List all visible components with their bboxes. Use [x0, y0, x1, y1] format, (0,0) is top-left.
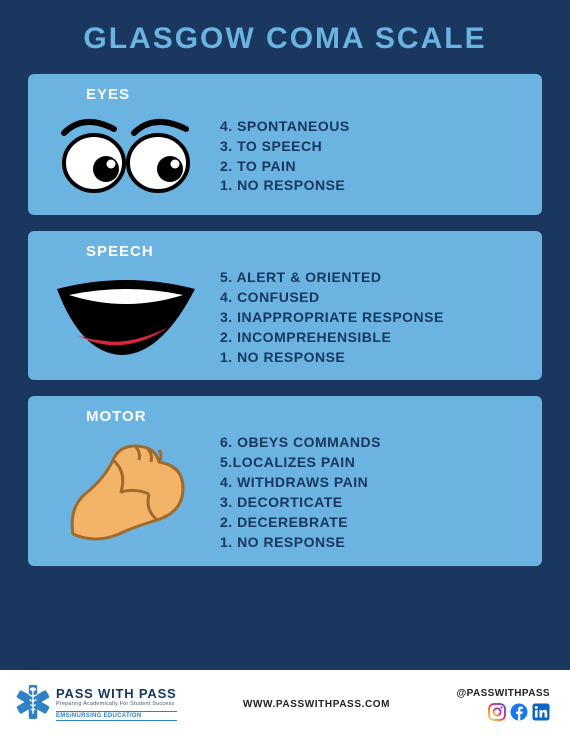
section-label-eyes: EYES	[86, 86, 524, 103]
list-item: 4. SPONTANEOUS	[220, 117, 524, 136]
mouth-icon	[46, 277, 206, 357]
list-item: 1. NO RESPONSE	[220, 176, 524, 195]
list-item: 3. DECORTICATE	[220, 493, 524, 512]
list-item: 5.LOCALIZES PAIN	[220, 453, 524, 472]
infographic-page: GLASGOW COMA SCALE EYES 4. SPONTANEOUS3.…	[0, 0, 570, 738]
brand-tagline: Preparing Academically For Student Succe…	[56, 702, 177, 708]
main-title: GLASGOW COMA SCALE	[28, 22, 542, 56]
social-handle: @PASSWITHPASS	[457, 688, 550, 699]
list-item: 3. INAPPROPRIATE RESPONSE	[220, 308, 524, 327]
instagram-icon[interactable]	[488, 703, 506, 721]
section-label-motor: MOTOR	[86, 408, 524, 425]
linkedin-icon[interactable]	[532, 703, 550, 721]
star-of-life-icon	[16, 682, 50, 727]
item-list-speech: 5. ALERT & ORIENTED4. CONFUSED3. INAPPRO…	[220, 268, 524, 366]
footer: PASS WITH PASS Preparing Academically Fo…	[0, 670, 570, 738]
section-label-speech: SPEECH	[86, 243, 524, 260]
footer-right: @PASSWITHPASS	[457, 688, 550, 721]
list-item: 2. INCOMPREHENSIBLE	[220, 328, 524, 347]
brand-education-line: EMS/NURSING EDUCATION	[56, 711, 177, 721]
brand-name: PASS WITH PASS	[56, 687, 177, 700]
item-list-motor: 6. OBEYS COMMANDS5.LOCALIZES PAIN4. WITH…	[220, 433, 524, 551]
eyes-icon	[46, 111, 206, 201]
website-url: WWW.PASSWITHPASS.COM	[243, 699, 390, 710]
list-item: 4. CONFUSED	[220, 288, 524, 307]
list-item: 4. WITHDRAWS PAIN	[220, 473, 524, 492]
list-item: 5. ALERT & ORIENTED	[220, 268, 524, 287]
section-body-motor: 6. OBEYS COMMANDS5.LOCALIZES PAIN4. WITH…	[46, 433, 524, 551]
list-item: 3. TO SPEECH	[220, 137, 524, 156]
brand-text: PASS WITH PASS Preparing Academically Fo…	[56, 687, 177, 721]
arm-icon	[46, 438, 206, 548]
item-list-eyes: 4. SPONTANEOUS3. TO SPEECH2. TO PAIN1. N…	[220, 117, 524, 196]
social-icons	[488, 703, 550, 721]
section-motor: MOTOR 6. OBEYS COMMANDS5.LOCALIZES PAIN4…	[28, 396, 542, 565]
brand-block: PASS WITH PASS Preparing Academically Fo…	[16, 682, 177, 727]
section-eyes: EYES 4. SPONTANEOUS3. TO SPEECH2. TO PAI…	[28, 74, 542, 215]
section-body-speech: 5. ALERT & ORIENTED4. CONFUSED3. INAPPRO…	[46, 268, 524, 366]
list-item: 2. DECEREBRATE	[220, 513, 524, 532]
list-item: 6. OBEYS COMMANDS	[220, 433, 524, 452]
main-panel: GLASGOW COMA SCALE EYES 4. SPONTANEOUS3.…	[0, 0, 570, 670]
section-speech: SPEECH 5. ALERT & ORIENTED4. CONFUSED3. …	[28, 231, 542, 380]
facebook-icon[interactable]	[510, 703, 528, 721]
list-item: 1. NO RESPONSE	[220, 533, 524, 552]
list-item: 1. NO RESPONSE	[220, 348, 524, 367]
list-item: 2. TO PAIN	[220, 157, 524, 176]
section-body-eyes: 4. SPONTANEOUS3. TO SPEECH2. TO PAIN1. N…	[46, 111, 524, 201]
